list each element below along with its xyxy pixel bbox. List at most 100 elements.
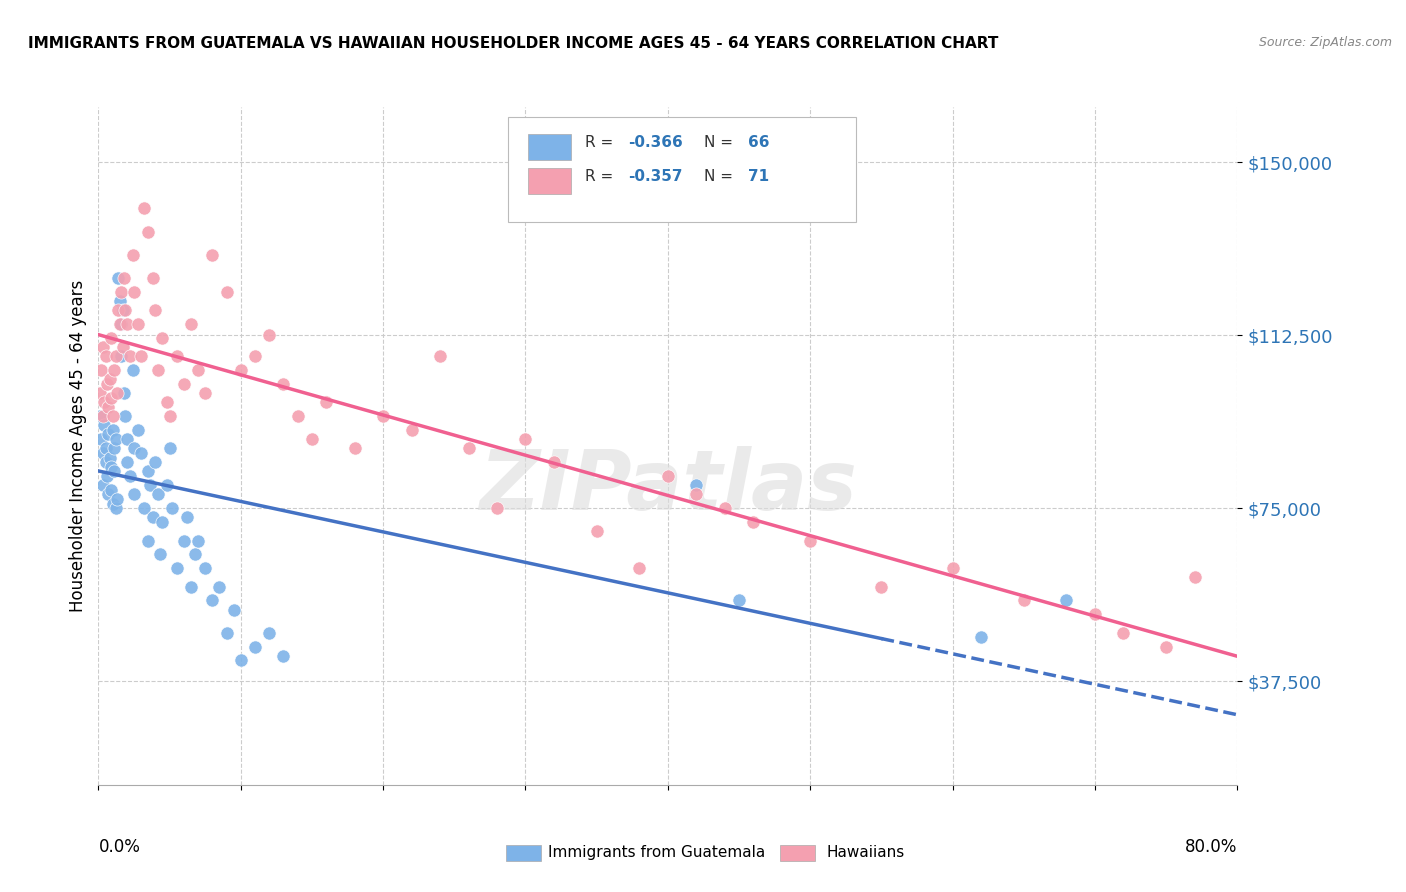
Point: [105, 491, 128, 506]
Point: [162, 501, 184, 516]
Point: [101, 409, 124, 423]
Point: [273, 648, 295, 663]
Text: -0.366: -0.366: [628, 136, 683, 151]
Point: [90, 432, 112, 446]
Point: [97, 487, 120, 501]
Point: [98, 372, 121, 386]
Point: [100, 459, 122, 474]
Point: [156, 478, 179, 492]
Point: [101, 497, 124, 511]
FancyBboxPatch shape: [509, 117, 856, 222]
Point: [401, 423, 423, 437]
Point: [110, 285, 132, 299]
Point: [184, 547, 207, 561]
Point: [685, 487, 707, 501]
Point: [118, 349, 141, 363]
Point: [1012, 593, 1035, 607]
Point: [114, 302, 136, 317]
Point: [94, 349, 117, 363]
Point: [628, 561, 651, 575]
Point: [194, 386, 217, 401]
Text: 66: 66: [748, 136, 769, 151]
Point: [129, 446, 152, 460]
Point: [132, 202, 155, 216]
Point: [201, 593, 224, 607]
Point: [91, 409, 114, 423]
Point: [159, 442, 181, 456]
Point: [91, 478, 114, 492]
Point: [145, 455, 167, 469]
Point: [166, 561, 188, 575]
Point: [176, 510, 198, 524]
Point: [457, 442, 479, 456]
Point: [111, 302, 134, 317]
Point: [101, 423, 124, 437]
Point: [1112, 625, 1135, 640]
Point: [1184, 570, 1206, 584]
Point: [136, 464, 159, 478]
Point: [98, 450, 121, 465]
Point: [111, 340, 134, 354]
Point: [121, 363, 143, 377]
Point: [118, 469, 141, 483]
Point: [180, 317, 202, 331]
Point: [315, 395, 337, 409]
Point: [208, 580, 231, 594]
Point: [97, 427, 120, 442]
Point: [89, 386, 111, 401]
Point: [728, 593, 751, 607]
Point: [127, 423, 149, 437]
Point: [742, 515, 765, 529]
Point: [100, 331, 122, 345]
Point: [1154, 640, 1177, 654]
Text: IMMIGRANTS FROM GUATEMALA VS HAWAIIAN HOUSEHOLDER INCOME AGES 45 - 64 YEARS CORR: IMMIGRANTS FROM GUATEMALA VS HAWAIIAN HO…: [28, 36, 998, 51]
Point: [301, 432, 323, 446]
Point: [287, 409, 309, 423]
Point: [110, 317, 132, 331]
Y-axis label: Householder Income Ages 45 - 64 years: Householder Income Ages 45 - 64 years: [69, 280, 87, 612]
Point: [107, 302, 129, 317]
Point: [714, 501, 737, 516]
Point: [141, 270, 163, 285]
Point: [187, 363, 209, 377]
Point: [104, 349, 127, 363]
Point: [515, 432, 537, 446]
Point: [215, 625, 238, 640]
Point: [90, 363, 112, 377]
Point: [127, 317, 149, 331]
Point: [122, 487, 145, 501]
Point: [243, 349, 266, 363]
Point: [373, 409, 395, 423]
FancyBboxPatch shape: [527, 168, 571, 194]
Point: [122, 285, 145, 299]
Text: Source: ZipAtlas.com: Source: ZipAtlas.com: [1258, 36, 1392, 49]
Point: [1056, 593, 1078, 607]
Text: 0.0%: 0.0%: [98, 838, 141, 856]
Point: [129, 349, 152, 363]
Point: [657, 469, 679, 483]
Point: [543, 455, 565, 469]
Text: R =: R =: [585, 169, 617, 185]
Point: [201, 247, 224, 261]
Point: [486, 501, 509, 516]
Point: [93, 418, 115, 433]
Point: [94, 442, 117, 456]
Point: [114, 409, 136, 423]
Point: [187, 533, 209, 548]
Point: [173, 533, 195, 548]
Point: [148, 363, 170, 377]
FancyBboxPatch shape: [527, 134, 571, 160]
Point: [115, 317, 138, 331]
Point: [136, 533, 159, 548]
Text: Immigrants from Guatemala: Immigrants from Guatemala: [548, 846, 766, 860]
Point: [870, 580, 893, 594]
Point: [159, 409, 181, 423]
Text: 80.0%: 80.0%: [1185, 838, 1237, 856]
Point: [89, 409, 111, 423]
Point: [152, 331, 174, 345]
Point: [1084, 607, 1107, 622]
Point: [93, 395, 115, 409]
Point: [115, 455, 138, 469]
Point: [180, 580, 202, 594]
Point: [585, 524, 607, 539]
